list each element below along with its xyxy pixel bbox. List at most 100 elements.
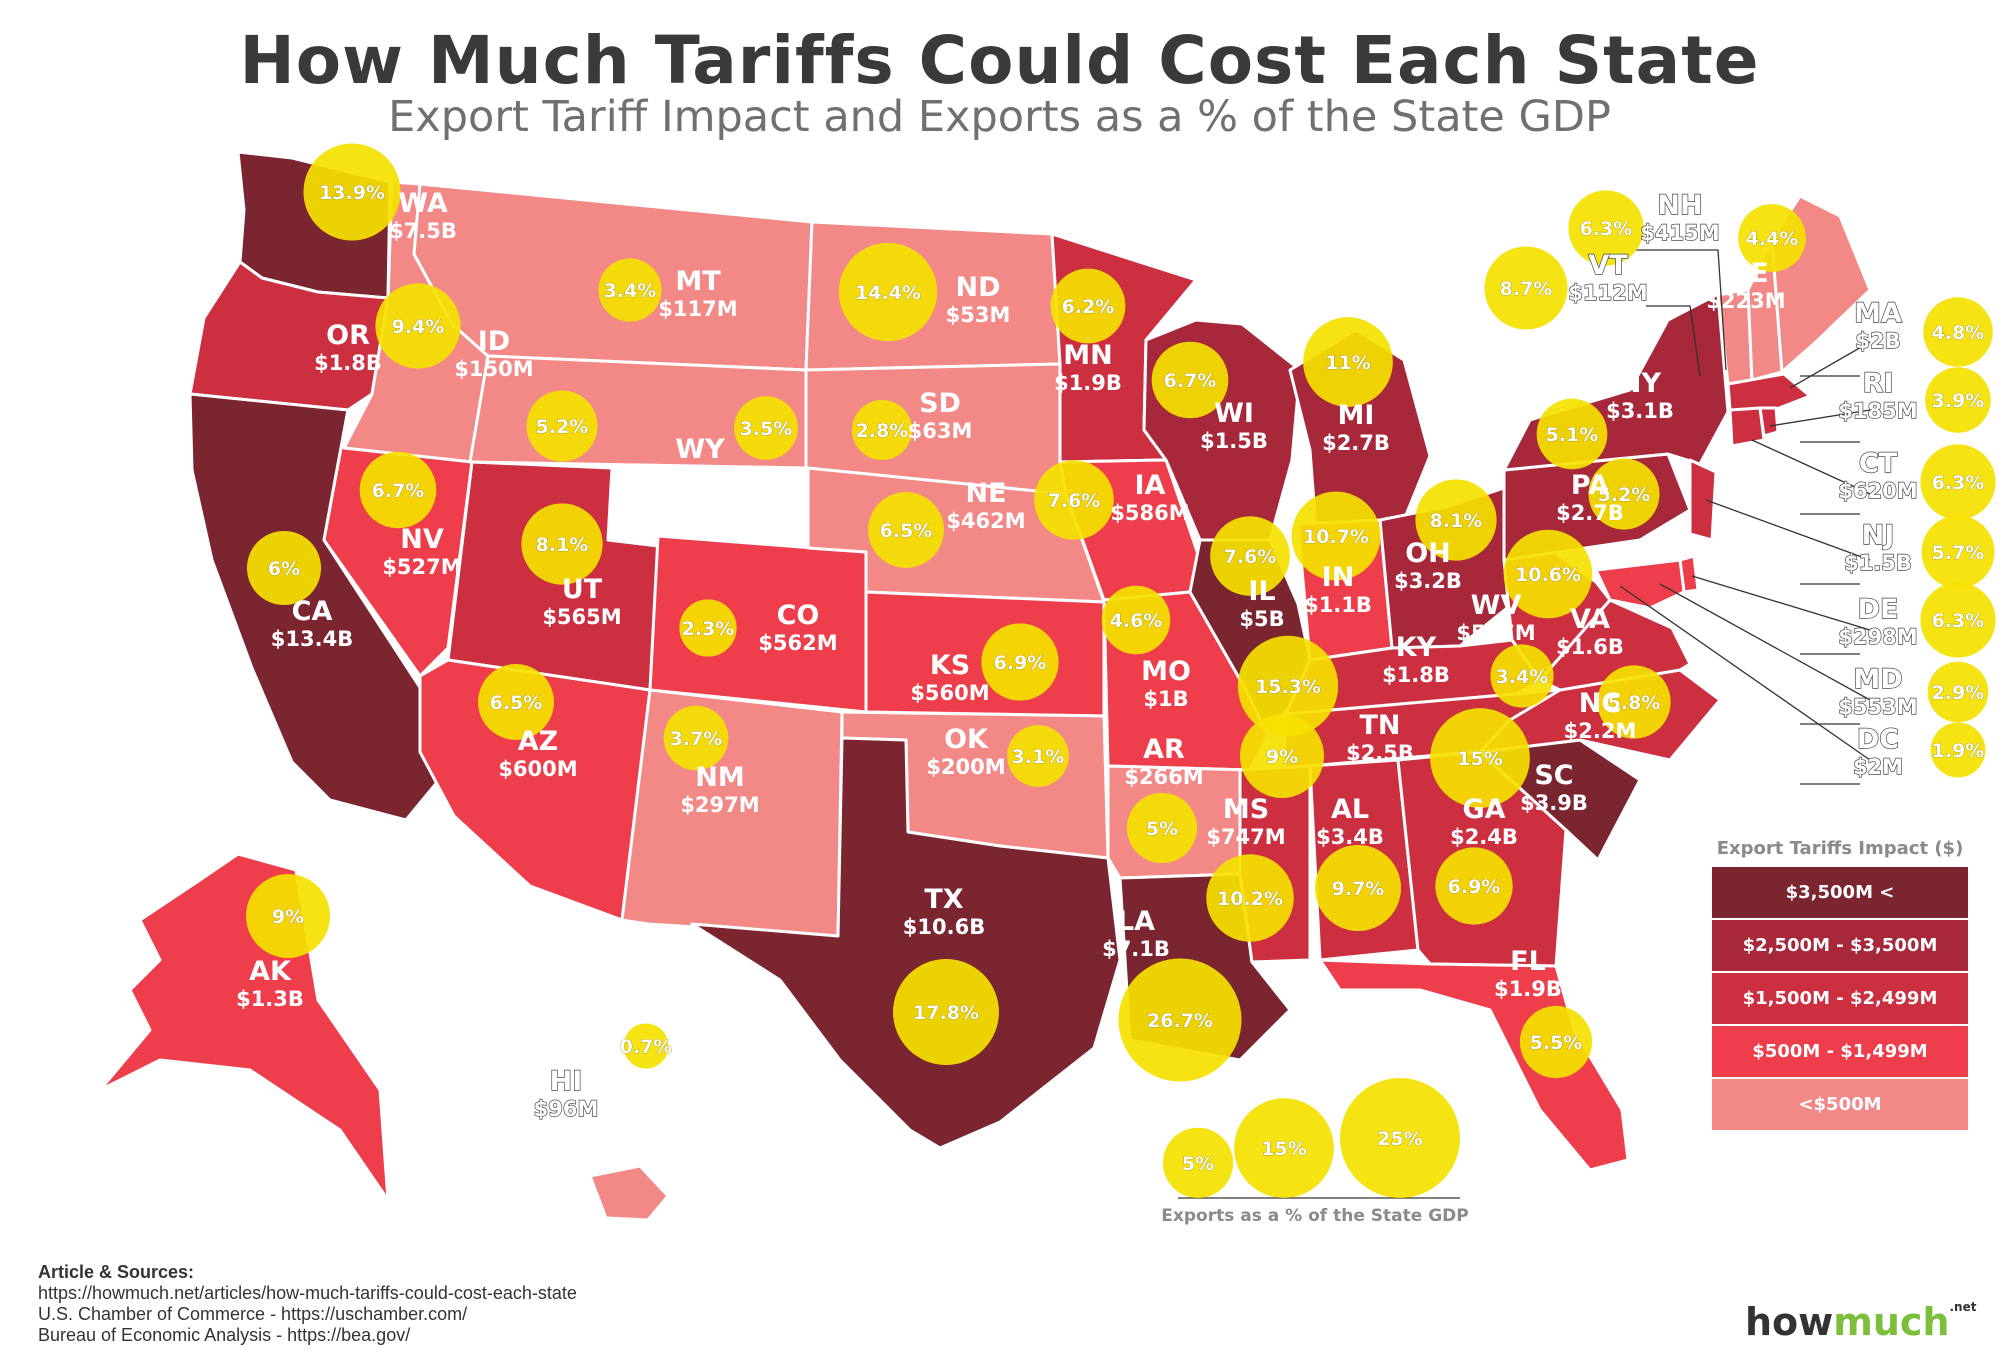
gdp-bubble-ky [1237, 635, 1339, 737]
gdp-pct-md: 2.9% [1932, 682, 1985, 704]
state-abbr-ia: IA [1135, 470, 1166, 501]
state-impact-tn: $2.5B [1346, 741, 1414, 765]
gdp-bubble-nv [359, 451, 437, 529]
state-impact-tx: $10.6B [903, 915, 985, 939]
state-abbr-ar: AR [1143, 734, 1185, 765]
state-abbr-ma: MA [1854, 298, 1902, 329]
state-impact-ak: $1.3B [236, 987, 304, 1011]
gdp-pct-nm: 3.7% [670, 728, 723, 750]
gdp-pct-nh: 6.3% [1580, 218, 1633, 240]
state-impact-oh: $3.2B [1394, 569, 1462, 593]
gdp-bubble-in [1291, 491, 1381, 581]
state-abbr-de: DE [1858, 594, 1899, 625]
gdp-pct-wv: 3.4% [1496, 666, 1549, 688]
gdp-bubble-oh [1415, 479, 1497, 561]
state-abbr-ok: OK [944, 724, 989, 755]
gdp-bubble-hi [623, 1023, 669, 1069]
leader-line [1619, 585, 1871, 761]
gdp-bubble-al [1314, 844, 1402, 932]
gdp-pct-id: 5.2% [536, 416, 589, 438]
source-line[interactable]: Bureau of Economic Analysis - https://be… [38, 1325, 411, 1345]
gdp-pct-hi: 0.7% [620, 1036, 673, 1058]
state-nj [1688, 458, 1718, 542]
gdp-bubble-pa [1588, 458, 1660, 530]
bubble-legend-value: 15% [1261, 1138, 1306, 1160]
state-abbr-mi: MI [1338, 400, 1375, 431]
page-title: How Much Tariffs Could Cost Each State [239, 22, 1760, 99]
state-abbr-nj: NJ [1862, 520, 1895, 551]
gdp-bubble-dc [1930, 722, 1986, 778]
impact-legend: Export Tariffs Impact ($) $3,500M < $2,50… [1712, 838, 1968, 1132]
state-impact-ga: $2.4B [1450, 825, 1518, 849]
state-abbr-il: IL [1248, 576, 1275, 607]
legend-item: $500M - $1,499M [1712, 1026, 1968, 1079]
state-abbr-nm: NM [695, 762, 744, 793]
gdp-bubble-id [526, 390, 598, 462]
gdp-bubble-mt [598, 258, 662, 322]
gdp-bubble-vt [1484, 246, 1568, 330]
gdp-bubble-mo [1101, 585, 1171, 655]
gdp-pct-oh: 8.1% [1430, 510, 1483, 532]
gdp-pct-ms: 10.2% [1217, 888, 1283, 910]
state-impact-nj: $1.5B [1844, 551, 1912, 575]
gdp-pct-nj: 5.7% [1932, 542, 1985, 564]
state-impact-al: $3.4B [1316, 825, 1384, 849]
state-abbr-va: VA [1570, 604, 1610, 635]
gdp-pct-dc: 1.9% [1932, 740, 1985, 762]
gdp-bubble-wy [734, 396, 798, 460]
state-impact-ok: $200M [926, 755, 1005, 779]
gdp-bubble-fl [1519, 1005, 1593, 1079]
gdp-bubble-tx [893, 959, 999, 1065]
state-abbr-ca: CA [292, 596, 333, 627]
state-impact-pa: $2.7B [1556, 501, 1624, 525]
bubble-legend-circle [1234, 1098, 1334, 1199]
state-abbr-ny: NY [1619, 368, 1662, 399]
state-impact-mi: $2.7B [1322, 431, 1390, 455]
state-abbr-la: LA [1117, 906, 1155, 937]
gdp-pct-vt: 8.7% [1500, 278, 1553, 300]
gdp-bubble-co [679, 599, 737, 657]
gdp-bubble-tn [1240, 714, 1324, 798]
gdp-bubble-wi [1151, 341, 1229, 419]
gdp-pct-ak: 9% [272, 906, 304, 928]
state-impact-wv: $517M [1456, 621, 1535, 645]
leader-line [1769, 409, 1871, 427]
gdp-pct-ga: 6.9% [1448, 876, 1501, 898]
gdp-pct-mn: 6.2% [1062, 296, 1115, 318]
state-abbr-ri: RI [1863, 368, 1894, 399]
state-impact-nh: $415M [1640, 221, 1719, 245]
gdp-pct-co: 2.3% [682, 618, 735, 640]
gdp-bubble-de [1920, 582, 1996, 658]
state-impact-wa: $7.5B [389, 219, 457, 243]
logo-net: .net [1949, 1300, 1977, 1314]
bubble-legend-value: 25% [1377, 1128, 1422, 1150]
state-abbr-mn: MN [1063, 340, 1112, 371]
gdp-bubble-ri [1925, 367, 1991, 433]
leader-line [1789, 341, 1871, 389]
gdp-pct-ct: 6.3% [1932, 472, 1985, 494]
state-abbr-wi: WI [1214, 398, 1254, 429]
state-abbr-co: CO [777, 600, 820, 631]
page-subtitle: Export Tariff Impact and Exports as a % … [388, 92, 1611, 142]
source-line[interactable]: U.S. Chamber of Commerce - https://uscha… [38, 1304, 468, 1324]
gdp-pct-mi: 11% [1325, 352, 1370, 374]
gdp-pct-tn: 9% [1266, 746, 1298, 768]
gdp-bubble-ut [521, 503, 603, 585]
state-abbr-md: MD [1853, 664, 1902, 695]
gdp-bubble-nd [838, 242, 938, 342]
state-impact-ri: $185M [1838, 399, 1917, 423]
state-abbr-az: AZ [518, 726, 558, 757]
gdp-bubble-sc [1430, 708, 1530, 808]
state-abbr-sc: SC [1534, 760, 1573, 791]
gdp-bubble-nh [1568, 190, 1644, 266]
gdp-pct-ne: 6.5% [880, 520, 933, 542]
gdp-bubble-nc [1597, 665, 1671, 739]
state-abbr-nh: NH [1657, 190, 1702, 221]
source-line[interactable]: https://howmuch.net/articles/how-much-ta… [38, 1283, 577, 1303]
gdp-pct-il: 7.6% [1224, 546, 1277, 568]
state-abbr-me: ME [1723, 258, 1768, 289]
gdp-pct-ny: 5.1% [1546, 424, 1599, 446]
gdp-pct-la: 26.7% [1147, 1010, 1213, 1032]
leader-line [1636, 249, 1727, 371]
gdp-pct-nd: 14.4% [855, 282, 921, 304]
